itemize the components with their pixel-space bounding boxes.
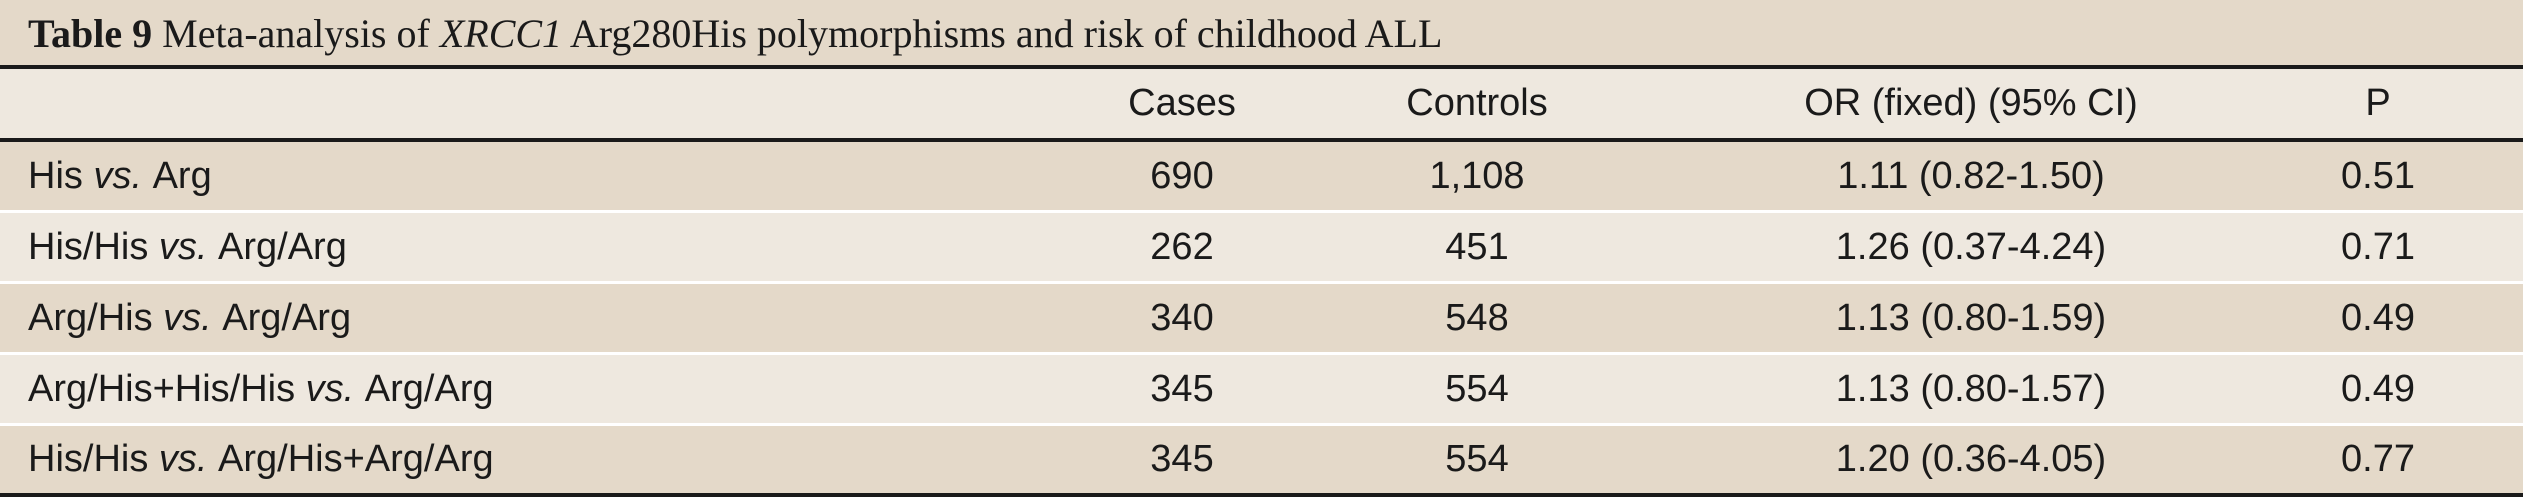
table-number: Table 9 (28, 11, 153, 56)
row-cases: 690 (1150, 154, 1214, 197)
header-p: P (2365, 82, 2391, 124)
row-comparison: His/His vs. Arg/Arg (28, 213, 347, 281)
header-cases: Cases (1128, 82, 1236, 124)
row-controls: 554 (1445, 367, 1509, 410)
comparison-right: Arg/His+Arg/Arg (218, 438, 494, 480)
row-or: 1.13 (0.80-1.59) (1835, 296, 2107, 339)
comparison-vs: vs. (158, 438, 208, 480)
row-comparison: His vs. Arg (28, 142, 212, 210)
header-or: OR (fixed) (95% CI) (1804, 82, 2138, 124)
row-cases: 345 (1150, 438, 1214, 480)
row-comparison: Arg/His vs. Arg/Arg (28, 284, 351, 352)
table-caption: Table 9 Meta-analysis of XRCC1 Arg280His… (0, 0, 2523, 69)
table-row: His/His vs. Arg/His+Arg/Arg 345 554 1.20… (0, 426, 2523, 497)
table-header-row: Cases Controls OR (fixed) (95% CI) P (0, 69, 2523, 142)
table-row: Arg/His vs. Arg/Arg 340 548 1.13 (0.80-1… (0, 284, 2523, 355)
row-p: 0.51 (2341, 154, 2415, 197)
table-row: Arg/His+His/His vs. Arg/Arg 345 554 1.13… (0, 355, 2523, 426)
comparison-left: His/His (28, 225, 149, 268)
table-row: His vs. Arg 690 1,108 1.11 (0.82-1.50) 0… (0, 142, 2523, 213)
row-p: 0.49 (2341, 367, 2415, 410)
comparison-vs: vs. (158, 225, 208, 268)
comparison-left: His/His (28, 438, 149, 480)
row-p: 0.71 (2341, 225, 2415, 268)
row-or: 1.11 (0.82-1.50) (1837, 154, 2105, 197)
caption-gene: XRCC1 (439, 11, 563, 56)
comparison-vs: vs. (163, 296, 212, 339)
row-cases: 340 (1150, 296, 1214, 339)
comparison-vs: vs. (305, 367, 355, 410)
caption-text-after: Arg280His polymorphisms and risk of chil… (569, 11, 1443, 56)
row-controls: 451 (1445, 225, 1509, 268)
comparison-left: Arg/His (28, 296, 153, 339)
caption-text-before: Meta-analysis of (162, 11, 430, 56)
row-or: 1.20 (0.36-4.05) (1835, 438, 2107, 480)
row-p: 0.77 (2341, 438, 2415, 480)
row-cases: 345 (1150, 367, 1214, 410)
table-row: His/His vs. Arg/Arg 262 451 1.26 (0.37-4… (0, 213, 2523, 284)
comparison-right: Arg/Arg (364, 367, 494, 410)
row-p: 0.49 (2341, 296, 2415, 339)
row-controls: 548 (1445, 296, 1509, 339)
row-or: 1.13 (0.80-1.57) (1835, 367, 2107, 410)
row-or: 1.26 (0.37-4.24) (1835, 225, 2107, 268)
row-cases: 262 (1150, 225, 1214, 268)
row-comparison: Arg/His+His/His vs. Arg/Arg (28, 355, 494, 423)
row-controls: 554 (1445, 438, 1509, 480)
row-comparison: His/His vs. Arg/His+Arg/Arg (28, 426, 494, 493)
comparison-right: Arg/Arg (218, 225, 347, 268)
comparison-right: Arg (152, 154, 212, 197)
header-controls: Controls (1406, 82, 1548, 124)
comparison-vs: vs. (93, 154, 143, 197)
comparison-left: Arg/His+His/His (28, 367, 296, 410)
comparison-right: Arg/Arg (222, 296, 352, 339)
row-controls: 1,108 (1429, 154, 1525, 197)
comparison-left: His (28, 154, 83, 197)
